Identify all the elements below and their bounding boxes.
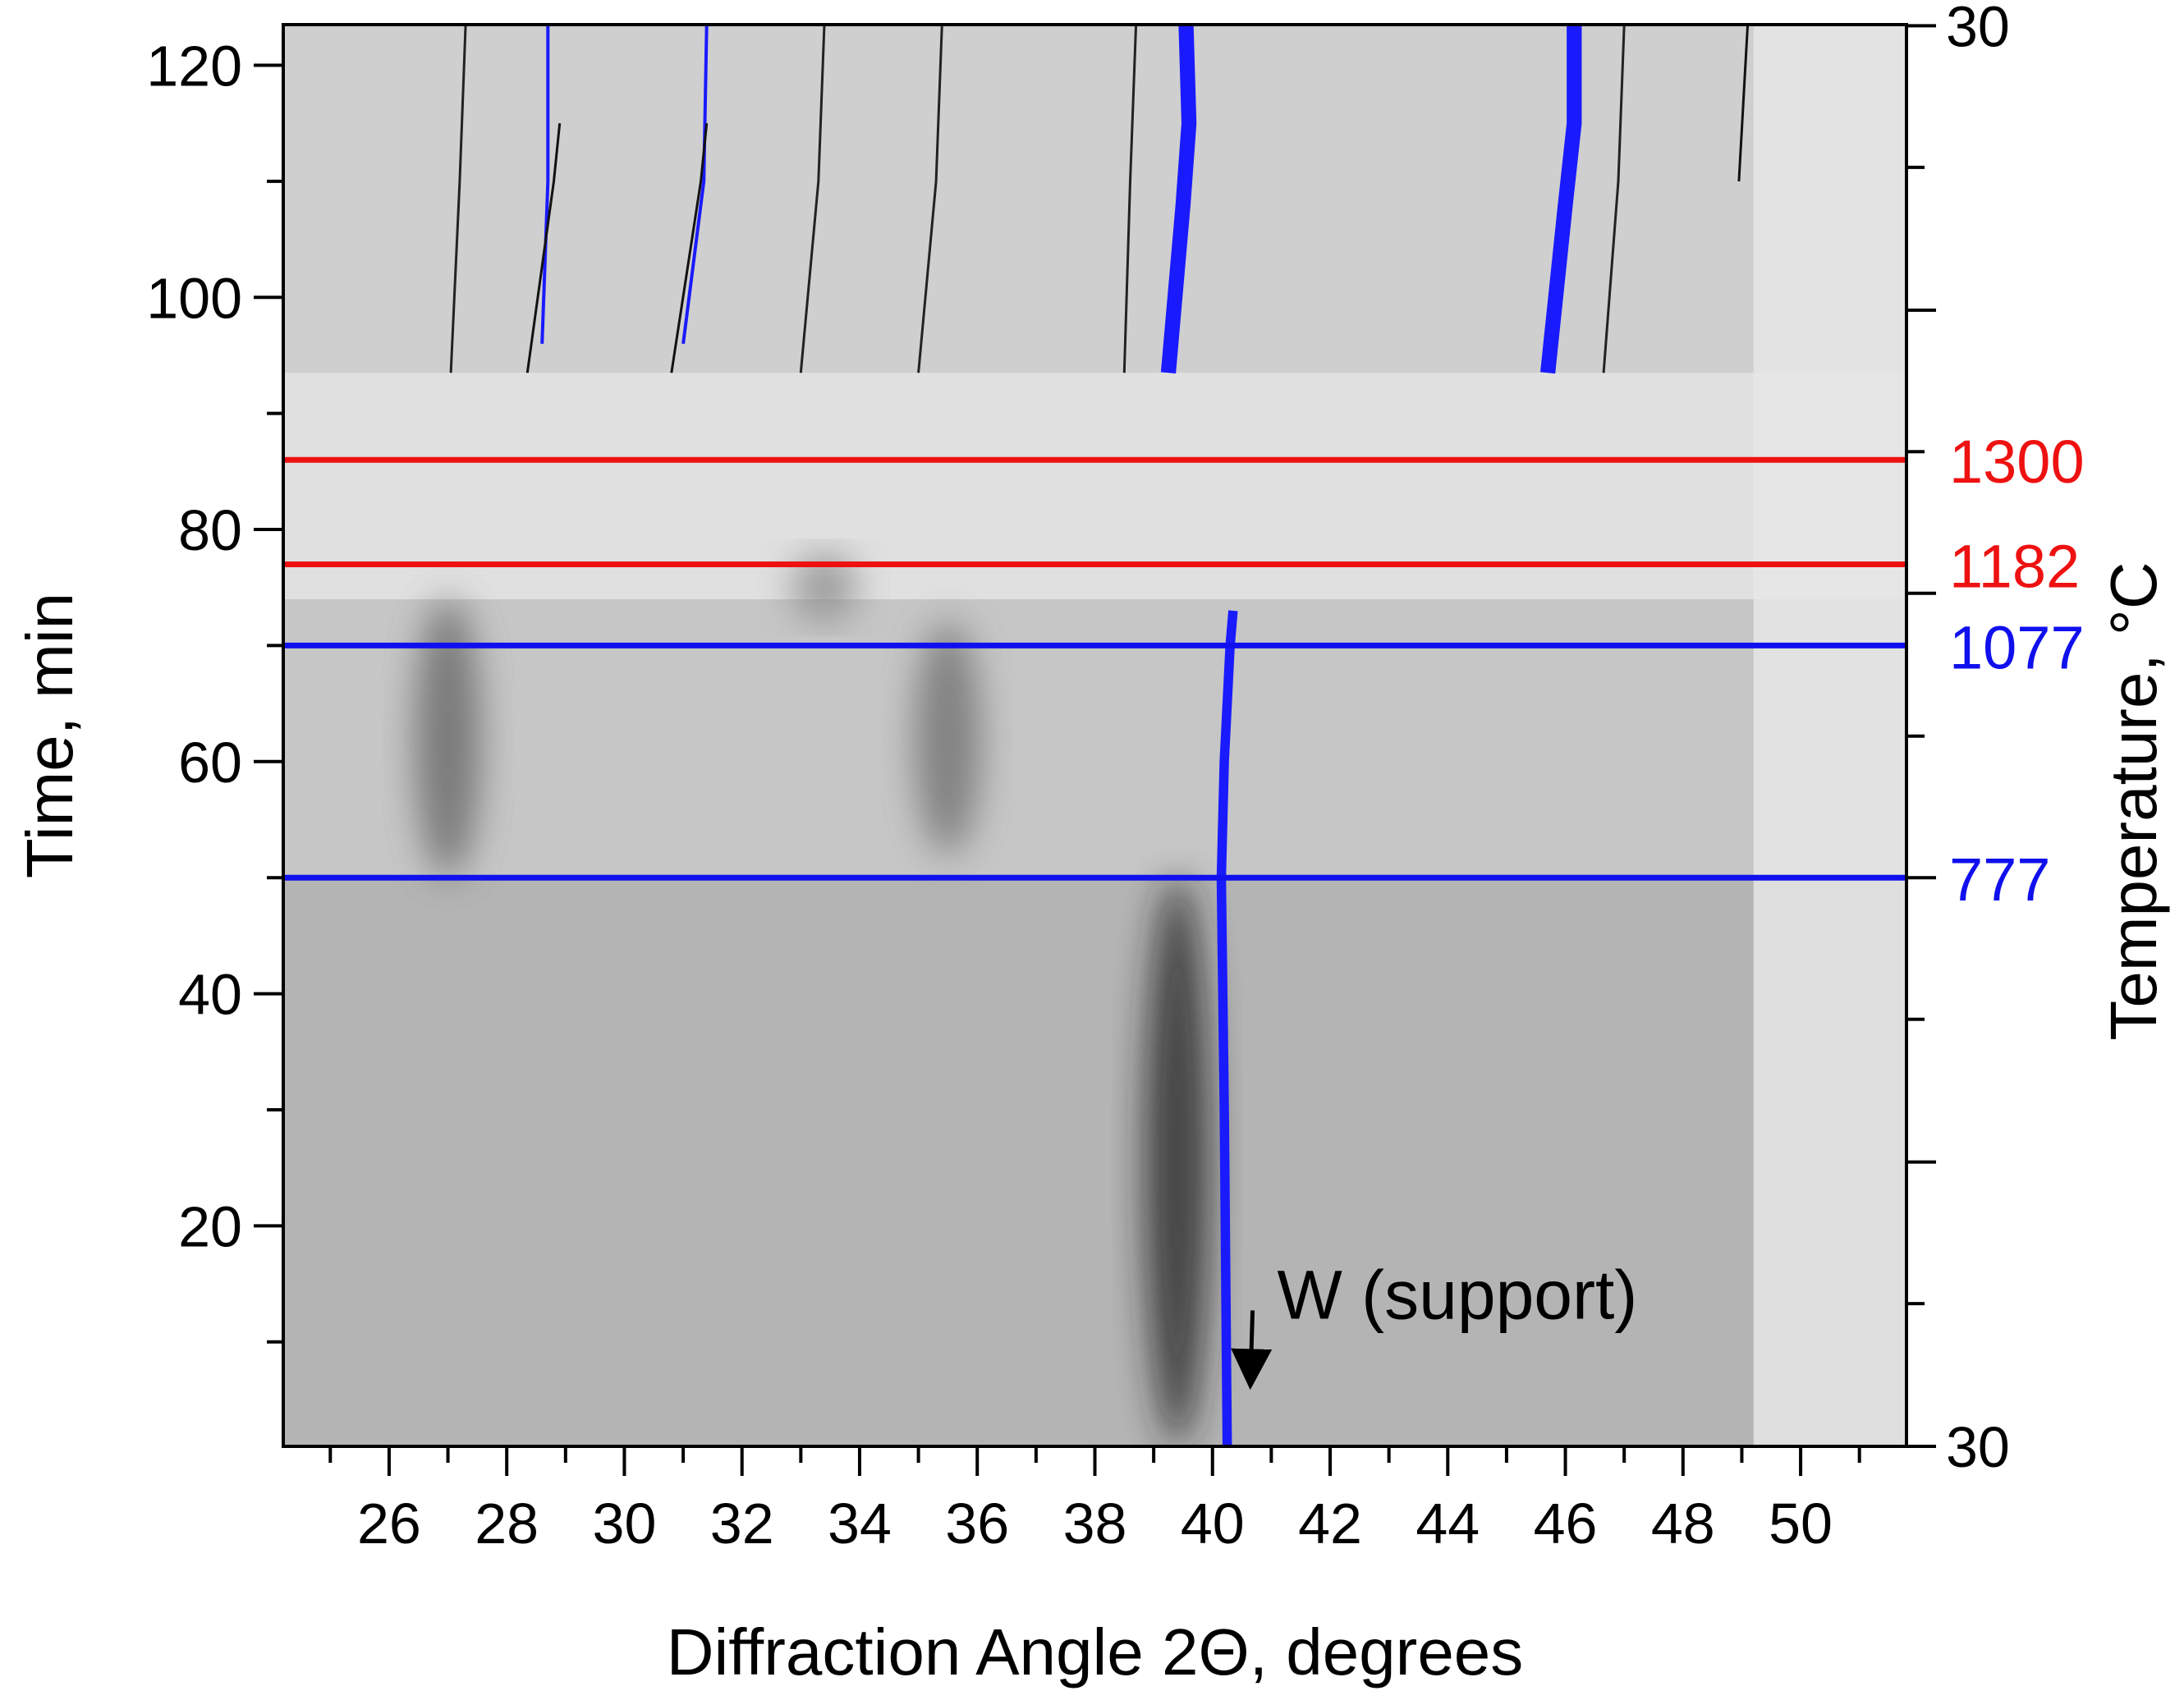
diffuse-feature-0 <box>415 598 481 878</box>
temperature-label-777: 777 <box>1949 845 2050 914</box>
trace-6 <box>670 123 709 373</box>
y-axis-label: Time, min <box>13 593 86 878</box>
background-bands <box>283 25 1906 1446</box>
x-tick-label-32: 32 <box>710 1492 774 1556</box>
diffraction-traces <box>449 25 1750 1446</box>
temperature-label-1182: 1182 <box>1949 532 2080 600</box>
y-tick-label-60: 60 <box>178 731 242 795</box>
x-tick-label-46: 46 <box>1534 1492 1598 1556</box>
trace-12 <box>1737 25 1750 181</box>
y2-end-label-1: 30 <box>1946 0 2010 58</box>
trace-8 <box>799 25 826 373</box>
x-tick-label-50: 50 <box>1769 1492 1833 1556</box>
y-tick-label-80: 80 <box>178 498 242 562</box>
x-tick-label-28: 28 <box>475 1492 539 1556</box>
x-axis-label: Diffraction Angle 2Θ, degrees <box>667 1615 1524 1689</box>
band-0 <box>283 877 1906 1446</box>
diffuse-feature-3 <box>791 552 857 623</box>
diffuse-feature-1 <box>915 622 981 855</box>
trace-5 <box>525 123 562 373</box>
trace-1 <box>1160 25 1197 373</box>
trace-4 <box>681 25 709 345</box>
light-right-region <box>1753 25 1906 1446</box>
x-tick-label-36: 36 <box>945 1492 1009 1556</box>
annotation-text: W (support) <box>1278 1256 1638 1333</box>
x-tick-label-42: 42 <box>1298 1492 1362 1556</box>
y-tick-label-20: 20 <box>178 1194 242 1258</box>
band-3 <box>283 25 1906 373</box>
x-tick-label-26: 26 <box>357 1492 421 1556</box>
x-tick-label-44: 44 <box>1415 1492 1480 1556</box>
y-tick-label-100: 100 <box>146 266 242 330</box>
trace-11 <box>1602 25 1626 373</box>
trace-w <box>1216 610 1238 1446</box>
trace-2 <box>1539 25 1582 374</box>
annotation: W (support) <box>1231 1256 1638 1391</box>
x-tick-label-30: 30 <box>593 1492 657 1556</box>
y-tick-label-120: 120 <box>146 34 242 98</box>
x-tick-label-40: 40 <box>1181 1492 1245 1556</box>
trace-10 <box>1122 25 1138 373</box>
diffuse-feature-2 <box>1144 877 1210 1446</box>
y-tick-label-40: 40 <box>178 963 242 1027</box>
diffuse-features <box>415 552 1210 1446</box>
trace-3 <box>540 25 550 344</box>
band-2 <box>283 373 1906 599</box>
temperature-lines <box>283 456 1906 881</box>
annotation-arrow <box>1231 1310 1273 1391</box>
y2-axis: 777 1077 1182 1300 30 30 <box>1906 0 2085 1479</box>
x-tick-label-48: 48 <box>1651 1492 1715 1556</box>
y2-axis-label: Temperature, °C <box>2097 561 2170 1040</box>
temperature-label-1300: 1300 <box>1949 428 2085 496</box>
y-axis: 20 40 60 80 100 120 <box>146 34 283 1344</box>
trace-9 <box>917 25 943 373</box>
x-axis: 26 28 30 32 34 36 38 40 42 44 46 48 50 <box>328 1446 1861 1556</box>
temperature-label-1077: 1077 <box>1949 613 2085 681</box>
y2-end-label-0: 30 <box>1946 1415 2010 1479</box>
trace-7 <box>449 25 467 373</box>
x-tick-label-34: 34 <box>828 1492 892 1556</box>
plot-area <box>283 25 1906 1446</box>
x-tick-label-38: 38 <box>1063 1492 1127 1556</box>
band-1 <box>283 598 1906 878</box>
